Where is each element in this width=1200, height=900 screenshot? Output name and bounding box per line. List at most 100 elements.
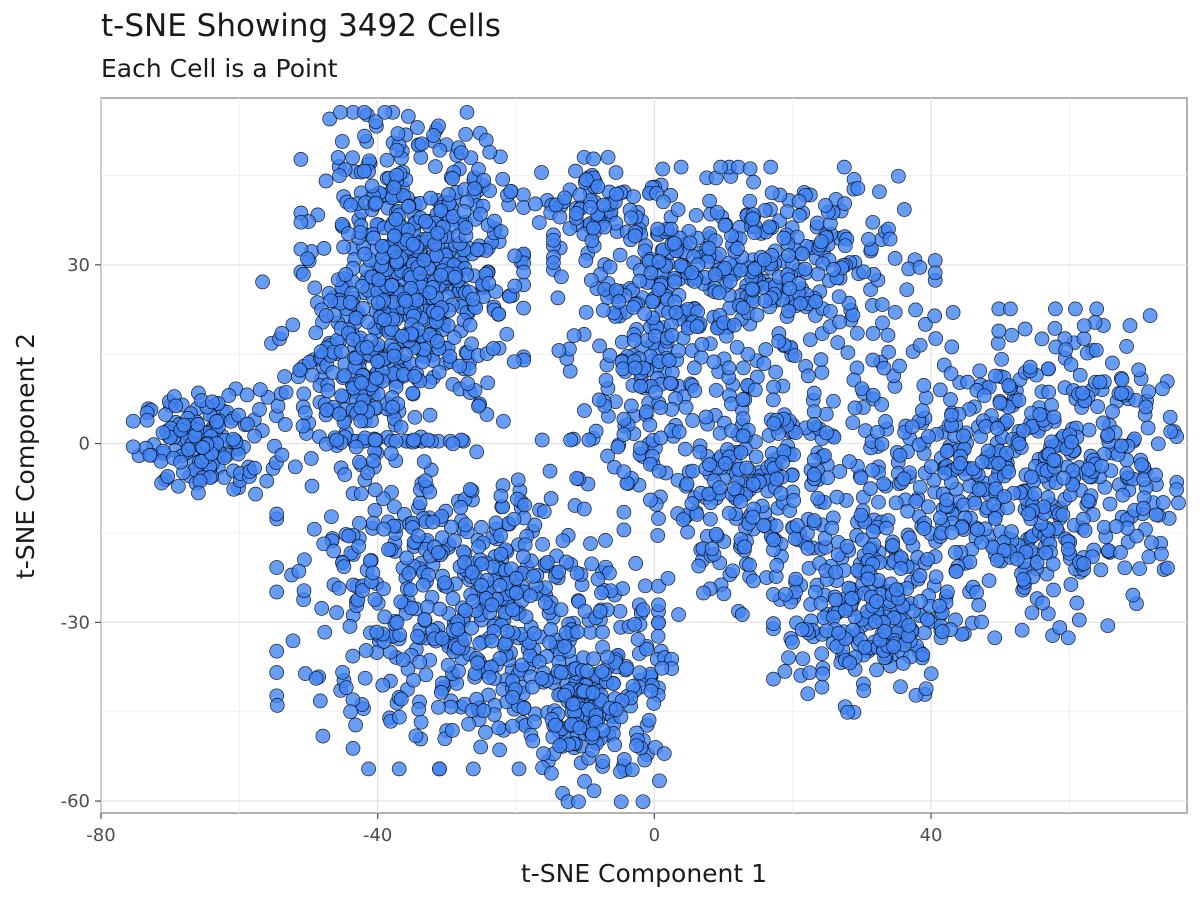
cell-point bbox=[691, 558, 707, 574]
cell-point bbox=[387, 228, 402, 244]
cell-point bbox=[478, 725, 493, 740]
cell-point bbox=[875, 315, 890, 331]
cell-point bbox=[548, 717, 563, 733]
cell-point bbox=[837, 196, 853, 211]
cell-point bbox=[594, 585, 609, 601]
y-tick-label: 0 bbox=[79, 434, 90, 455]
cell-point bbox=[384, 278, 400, 293]
y-axis-title: t-SNE Component 2 bbox=[11, 333, 40, 579]
cell-point bbox=[430, 334, 445, 349]
cell-point bbox=[671, 343, 686, 359]
cell-point bbox=[395, 652, 411, 668]
cell-point bbox=[407, 368, 423, 384]
cell-point bbox=[432, 601, 448, 617]
cell-point bbox=[1100, 618, 1116, 634]
cell-point bbox=[673, 159, 689, 175]
cell-point bbox=[536, 504, 552, 519]
cell-point bbox=[415, 577, 431, 593]
cell-point bbox=[393, 691, 409, 707]
cell-point bbox=[1088, 342, 1104, 358]
cell-point bbox=[247, 460, 262, 476]
cell-point bbox=[1034, 331, 1050, 347]
cell-point bbox=[793, 296, 808, 311]
cell-point bbox=[410, 629, 425, 644]
cell-point bbox=[823, 303, 838, 319]
cell-point bbox=[252, 402, 267, 417]
cell-point bbox=[721, 360, 737, 376]
cell-point bbox=[240, 416, 255, 432]
cell-point bbox=[633, 440, 648, 456]
cell-point bbox=[534, 165, 549, 180]
cell-point bbox=[1141, 549, 1157, 565]
cell-point bbox=[1113, 545, 1128, 560]
cell-point bbox=[142, 447, 158, 463]
cell-point bbox=[528, 196, 543, 212]
cell-point bbox=[1075, 385, 1090, 401]
cell-point bbox=[990, 421, 1005, 436]
cell-point bbox=[492, 742, 507, 758]
cell-point bbox=[383, 446, 399, 461]
cell-point bbox=[500, 624, 515, 639]
cell-point bbox=[928, 331, 944, 346]
cell-point bbox=[764, 185, 780, 201]
cell-point bbox=[334, 388, 350, 404]
cell-point bbox=[1052, 620, 1068, 635]
cell-point bbox=[458, 220, 474, 235]
cell-point bbox=[730, 241, 745, 256]
cell-point bbox=[160, 469, 176, 484]
cell-point bbox=[1141, 384, 1156, 400]
cell-point bbox=[493, 488, 509, 504]
cell-point bbox=[688, 207, 704, 223]
cell-point bbox=[585, 726, 600, 742]
cell-point bbox=[598, 372, 614, 388]
cell-point bbox=[445, 591, 461, 606]
cell-point bbox=[569, 206, 584, 221]
cell-point bbox=[992, 395, 1008, 411]
cell-point bbox=[431, 545, 446, 560]
cell-point bbox=[269, 665, 285, 680]
cell-point bbox=[651, 281, 667, 297]
cell-point bbox=[338, 680, 354, 695]
cell-point bbox=[1044, 434, 1059, 450]
cell-point bbox=[878, 414, 893, 429]
cell-point bbox=[988, 368, 1003, 384]
cell-point bbox=[1117, 560, 1133, 576]
cell-point bbox=[557, 639, 572, 654]
cell-point bbox=[551, 343, 567, 358]
cell-point bbox=[374, 238, 390, 254]
cell-point bbox=[1154, 546, 1169, 562]
cell-point bbox=[927, 265, 943, 281]
cell-point bbox=[948, 564, 964, 579]
cell-point bbox=[394, 328, 410, 344]
cell-point bbox=[314, 601, 330, 616]
cell-point bbox=[389, 142, 405, 158]
cell-point bbox=[411, 701, 427, 717]
cell-point bbox=[398, 293, 414, 309]
cell-point bbox=[842, 454, 857, 469]
cell-point bbox=[1027, 486, 1043, 501]
cell-point bbox=[800, 526, 815, 541]
cell-point bbox=[306, 521, 322, 537]
cell-point bbox=[832, 464, 848, 479]
cell-point bbox=[392, 709, 407, 725]
cell-point bbox=[598, 533, 613, 548]
cell-point bbox=[608, 702, 624, 717]
cell-point bbox=[987, 511, 1003, 527]
cell-point bbox=[392, 627, 408, 643]
cell-point bbox=[602, 565, 617, 581]
cell-point bbox=[342, 619, 358, 634]
cell-point bbox=[308, 325, 324, 341]
cell-point bbox=[850, 180, 866, 196]
cell-point bbox=[1081, 461, 1096, 477]
cell-point bbox=[443, 699, 459, 715]
cell-point bbox=[756, 356, 772, 372]
cell-point bbox=[632, 665, 647, 681]
cell-point bbox=[584, 233, 600, 248]
cell-point bbox=[1119, 339, 1134, 354]
cell-point bbox=[685, 463, 701, 479]
cell-point bbox=[742, 193, 758, 209]
cell-point bbox=[393, 419, 409, 435]
cell-point bbox=[902, 530, 917, 546]
cell-point bbox=[758, 342, 774, 357]
cell-point bbox=[1022, 359, 1038, 375]
